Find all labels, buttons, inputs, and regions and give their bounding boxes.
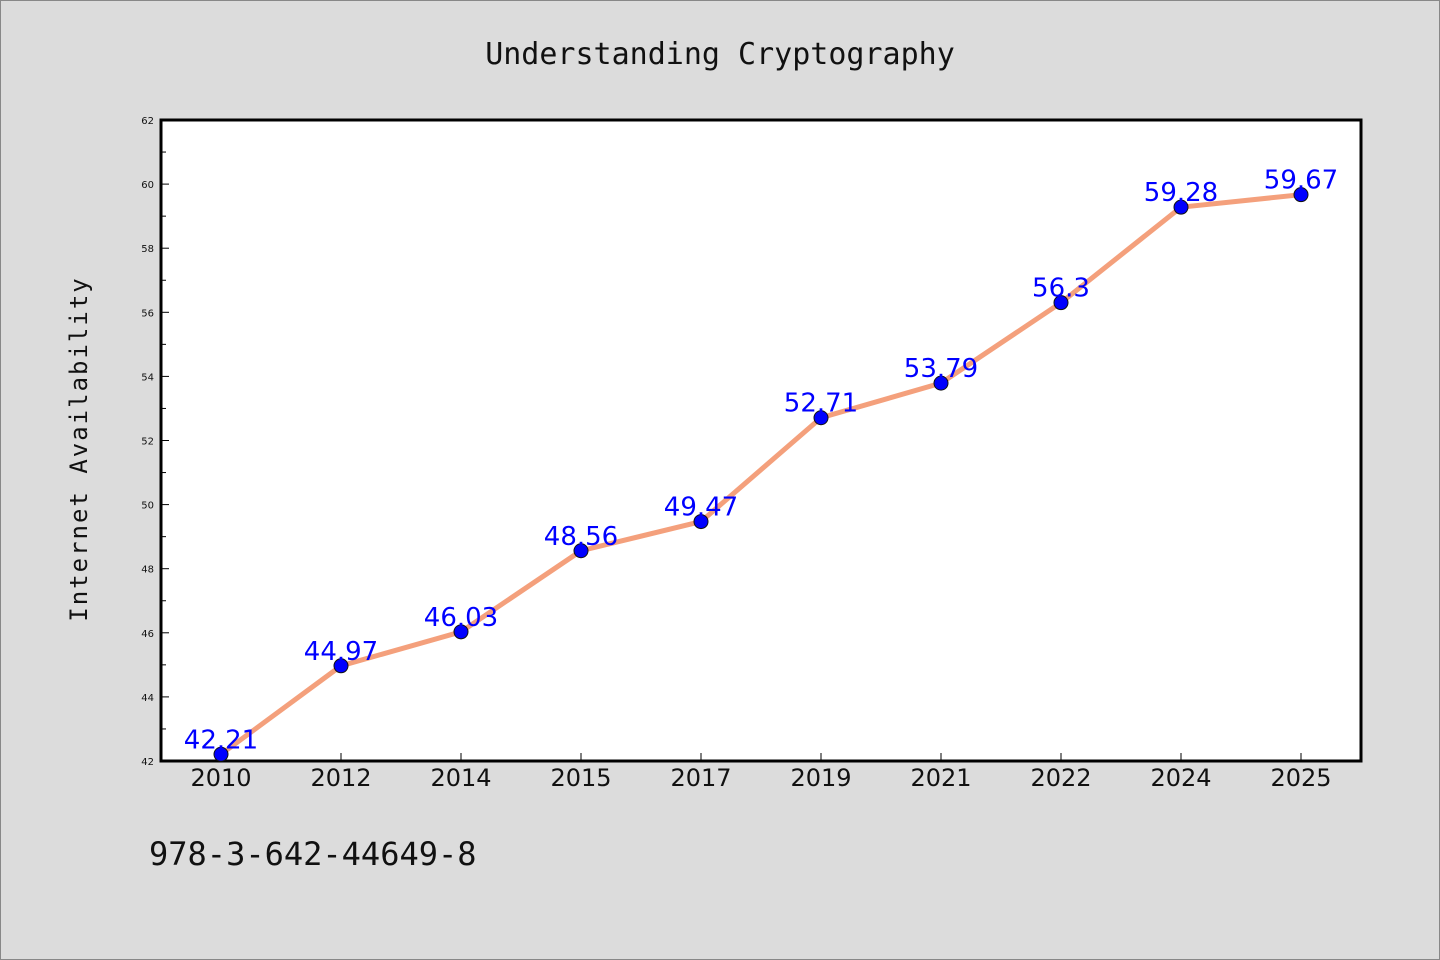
y-tick-label: 58 bbox=[141, 244, 154, 255]
y-axis-label: Internet Availability bbox=[65, 276, 93, 621]
data-point bbox=[453, 624, 469, 640]
data-label: 59.67 bbox=[1264, 166, 1338, 196]
x-tick-label: 2021 bbox=[910, 764, 971, 792]
data-point bbox=[693, 514, 709, 530]
y-tick-label: 42 bbox=[141, 757, 154, 768]
data-label: 49.47 bbox=[664, 493, 738, 523]
plot-area bbox=[159, 118, 1363, 763]
data-point bbox=[213, 746, 229, 762]
x-tick-label: 2017 bbox=[670, 764, 731, 792]
y-tick-label: 50 bbox=[141, 501, 154, 512]
series-group bbox=[213, 187, 1309, 762]
data-label: 46.03 bbox=[424, 603, 498, 633]
isbn-text: 978-3-642-44649-8 bbox=[149, 835, 477, 873]
data-label: 56.3 bbox=[1032, 274, 1090, 304]
data-label: 52.71 bbox=[784, 389, 858, 419]
series-line bbox=[218, 192, 1304, 757]
data-point bbox=[333, 658, 349, 674]
data-point bbox=[933, 375, 949, 391]
x-tick-label: 2019 bbox=[790, 764, 851, 792]
data-label: 44.97 bbox=[304, 637, 378, 667]
y-tick-label: 54 bbox=[141, 372, 154, 383]
x-tick-label: 2025 bbox=[1270, 764, 1331, 792]
data-point bbox=[573, 543, 589, 559]
x-tick-label: 2012 bbox=[310, 764, 371, 792]
x-tick-label: 2022 bbox=[1030, 764, 1091, 792]
data-label: 42.21 bbox=[184, 725, 258, 755]
y-tick-label: 56 bbox=[141, 308, 154, 319]
data-label: 53.79 bbox=[904, 354, 978, 384]
data-point bbox=[1173, 199, 1189, 215]
data-labels: 42.21 44.97 46.03 48.56 49.47 52.71 53.79 56.3 5… bbox=[184, 166, 1338, 756]
x-axis: 2010 2012 2014 2015 2017 2019 2021 2022 2024 2025 bbox=[190, 753, 1332, 792]
chart-title: Understanding Cryptography bbox=[485, 37, 955, 72]
x-tick-label: 2024 bbox=[1150, 764, 1211, 792]
x-tick-label: 2014 bbox=[430, 764, 491, 792]
y-tick-label: 44 bbox=[141, 693, 154, 704]
data-label: 48.56 bbox=[544, 522, 618, 552]
y-tick-label: 48 bbox=[141, 565, 154, 576]
x-tick-label: 2015 bbox=[550, 764, 611, 792]
y-tick-label: 60 bbox=[141, 180, 154, 191]
data-point bbox=[1293, 187, 1309, 203]
data-point bbox=[1053, 295, 1069, 311]
y-tick-label: 46 bbox=[141, 629, 154, 640]
y-axis: 42 44 46 48 50 52 54 56 58 60 62 bbox=[141, 116, 169, 768]
data-label: 59.28 bbox=[1144, 178, 1218, 208]
y-tick-label: 62 bbox=[141, 116, 154, 127]
y-tick-label: 52 bbox=[141, 437, 154, 448]
data-point bbox=[813, 410, 829, 426]
x-tick-label: 2010 bbox=[190, 764, 251, 792]
